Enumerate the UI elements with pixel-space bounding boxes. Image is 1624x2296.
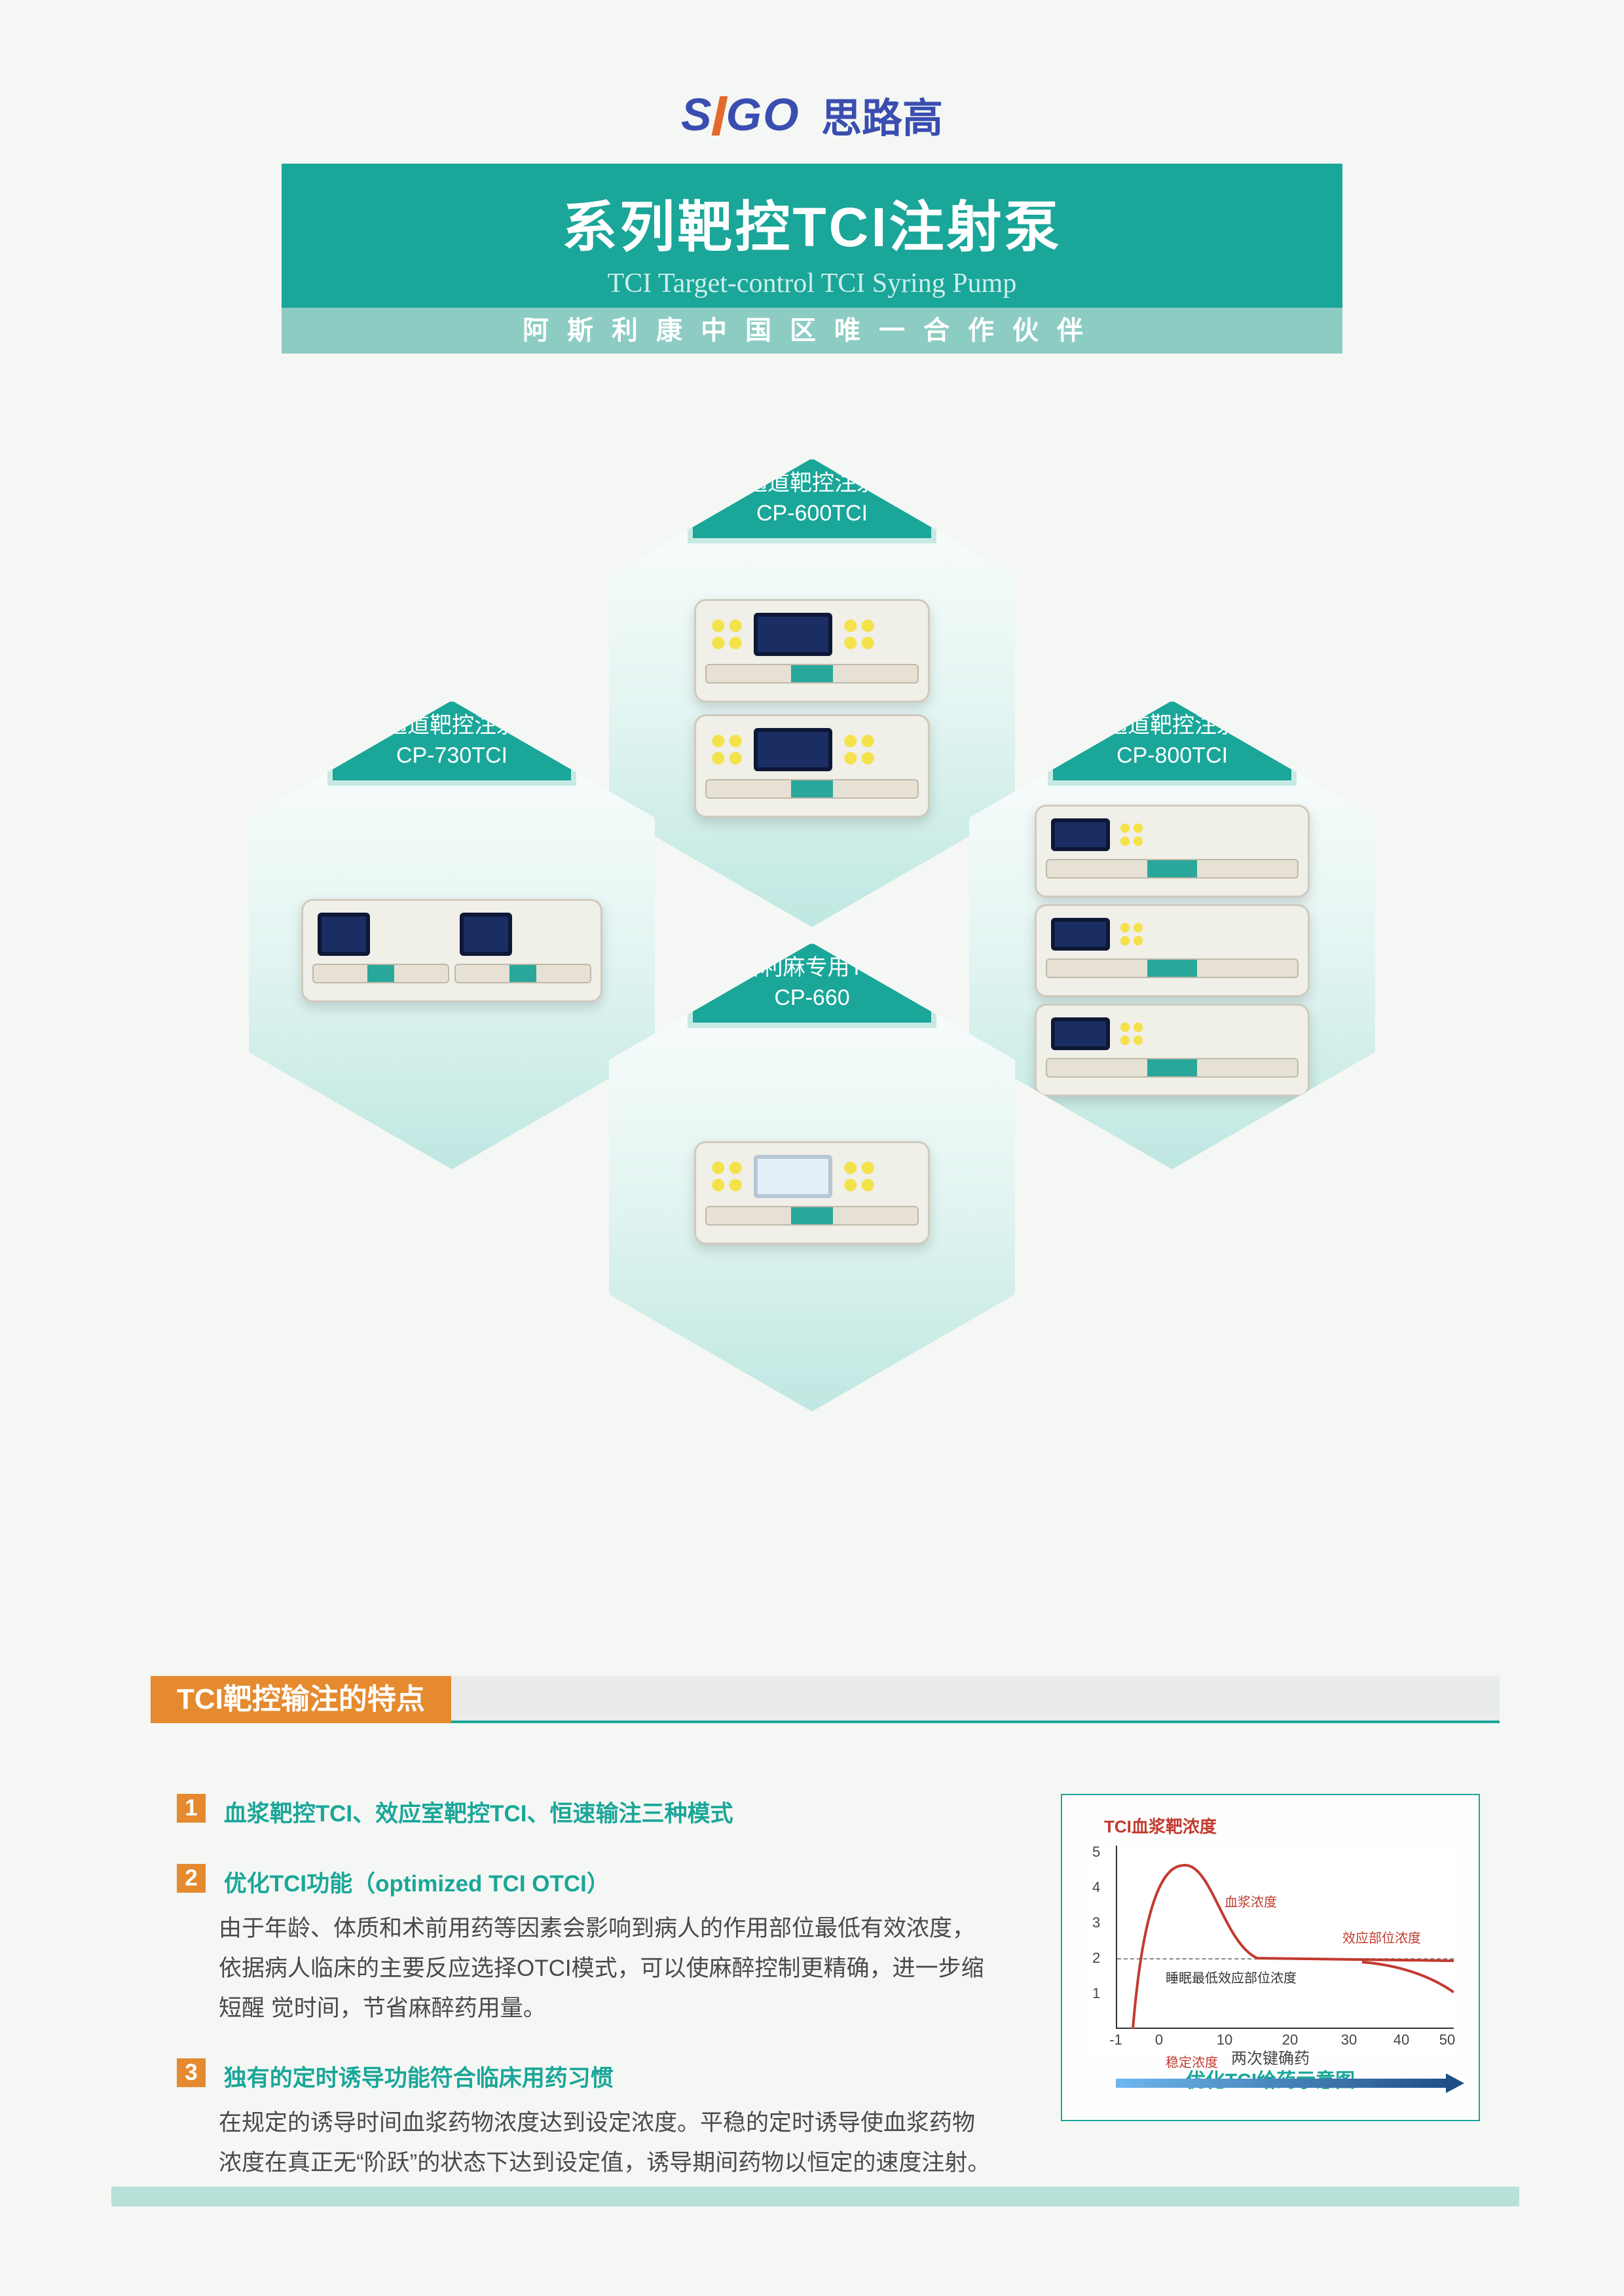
chart-timeline-arrow-icon <box>1116 2079 1454 2088</box>
chart-note-sleep: 睡眠最低效应部位浓度 <box>1166 1967 1297 1986</box>
chart-y-tick: 3 <box>1092 1914 1100 1931</box>
hex-cp660-label: 德普利麻专用TCI泵 CP-660 <box>688 939 936 1028</box>
brand-logo: S GO 思路高 <box>0 85 1624 144</box>
feature-number: 2 <box>177 1864 206 1893</box>
hex-cp660-line1: 德普利麻专用TCI泵 <box>716 955 908 980</box>
logo-letters-go: GO <box>726 89 800 140</box>
feature-body: 由于年龄、体质和术前用药等因素会影响到病人的作用部位最低有效浓度，依据病人临床的… <box>219 1908 995 2029</box>
chart-x-tick: 40 <box>1393 2032 1409 2049</box>
pump-cp800-icon <box>1035 805 1310 1103</box>
slogan-banner: 阿斯利康中国区唯一合作伙伴 <box>282 308 1342 354</box>
chart-arrowhead-icon <box>1446 2073 1464 2093</box>
pump-cp730-icon <box>301 899 602 1009</box>
title-cn: 系列靶控TCI注射泵 <box>282 183 1342 263</box>
hex-cp660-line2: CP-660 <box>774 985 849 1010</box>
chart-curves-icon <box>1087 1846 1454 2055</box>
hex-cp800-label: 三通道靶控注射泵 CP-800TCI <box>1048 697 1297 786</box>
chart-x-note: 稳定浓度 <box>1166 2052 1218 2071</box>
hex-cp730: 双通道靶控注射泵 CP-730TCI <box>249 701 655 1169</box>
chart-note-plasma: 血浆浓度 <box>1225 1891 1277 1910</box>
hex-cp600-label: 单通道靶控注射泵 CP-600TCI <box>688 454 936 543</box>
feature-list: 1 血浆靶控TCI、效应室靶控TCI、恒速输注三种模式 2 优化TCI功能（op… <box>177 1794 995 2213</box>
feature-item: 1 血浆靶控TCI、效应室靶控TCI、恒速输注三种模式 <box>177 1794 995 1834</box>
hex-cp600-line1: 单通道靶控注射泵 <box>723 471 901 496</box>
footer-stripe <box>111 2187 1519 2206</box>
feature-lead: 优化TCI功能（optimized TCI OTCI） <box>224 1871 610 1897</box>
logo-letter-s: S <box>681 89 713 140</box>
pump-cp600-icon <box>694 599 930 824</box>
chart-y-tick: 1 <box>1092 1985 1100 2002</box>
feature-number: 3 <box>177 2058 206 2087</box>
feature-item: 2 优化TCI功能（optimized TCI OTCI） 由于年龄、体质和术前… <box>177 1864 995 2028</box>
hex-cp660: 德普利麻专用TCI泵 CP-660 <box>609 943 1015 1412</box>
hex-cp600: 单通道靶控注射泵 CP-600TCI <box>609 458 1015 927</box>
hex-cp600-line2: CP-600TCI <box>756 501 868 526</box>
chart-plot: 血浆浓度 效应部位浓度 睡眠最低效应部位浓度 54321 -1010203040… <box>1087 1846 1454 2055</box>
chart-x-tick: 50 <box>1439 2032 1455 2049</box>
hex-cp730-label: 双通道靶控注射泵 CP-730TCI <box>327 697 576 786</box>
otci-chart: TCI血浆靶浓度 血浆浓度 效应部位浓度 睡眠最低效应部位浓度 5 4 3 2 1 -1… <box>1061 1794 1480 2121</box>
chart-x-tick: 0 <box>1155 2032 1163 2049</box>
chart-effect-curve <box>1362 1962 1454 1992</box>
chart-x-tick: 10 <box>1217 2032 1232 2049</box>
chart-y-tick: 2 <box>1092 1950 1100 1967</box>
feature-lead: 血浆靶控TCI、效应室靶控TCI、恒速输注三种模式 <box>224 1801 733 1827</box>
brand-name-cn: 思路高 <box>821 96 943 141</box>
feature-item: 3 独有的定时诱导功能符合临床用药习惯 在规定的诱导时间血浆药物浓度达到设定浓度… <box>177 2058 995 2183</box>
chart-y-tick: 4 <box>1092 1879 1100 1896</box>
feature-lead: 独有的定时诱导功能符合临床用药习惯 <box>224 2066 614 2091</box>
hex-cp800-line1: 三通道靶控注射泵 <box>1083 713 1261 738</box>
chart-x-tick: 30 <box>1341 2032 1357 2049</box>
pump-cp660-icon <box>694 1141 930 1251</box>
feature-body: 在规定的诱导时间血浆药物浓度达到设定浓度。平稳的定时诱导使血浆药物浓度在真正无“… <box>219 2103 995 2183</box>
feature-number: 1 <box>177 1794 206 1823</box>
chart-title: TCI血浆靶浓度 <box>1104 1813 1463 1838</box>
title-banner: 系列靶控TCI注射泵 TCI Target-control TCI Syring… <box>282 164 1342 308</box>
title-en: TCI Target-control TCI Syring Pump <box>282 268 1342 299</box>
chart-x-tick: -1 <box>1109 2032 1122 2049</box>
chart-x-label: 两次键确药 <box>1231 2045 1310 2068</box>
hex-cp800-line2: CP-800TCI <box>1116 743 1228 768</box>
chart-note-effect: 效应部位浓度 <box>1342 1927 1421 1946</box>
chart-y-tick: 5 <box>1092 1844 1100 1861</box>
section-header-bar: TCI靶控输注的特点 <box>151 1676 1500 1723</box>
hex-cp730-line2: CP-730TCI <box>396 743 507 768</box>
product-hex-grid: 单通道靶控注射泵 CP-600TCI 双通道靶控注射泵 CP-730TCI <box>0 458 1624 1571</box>
hex-cp800: 三通道靶控注射泵 CP-800TCI <box>969 701 1375 1169</box>
logo-divider-icon <box>711 96 728 136</box>
hex-cp730-line1: 双通道靶控注射泵 <box>363 713 541 738</box>
section-title: TCI靶控输注的特点 <box>151 1676 451 1723</box>
chart-plasma-curve <box>1133 1865 1454 2029</box>
